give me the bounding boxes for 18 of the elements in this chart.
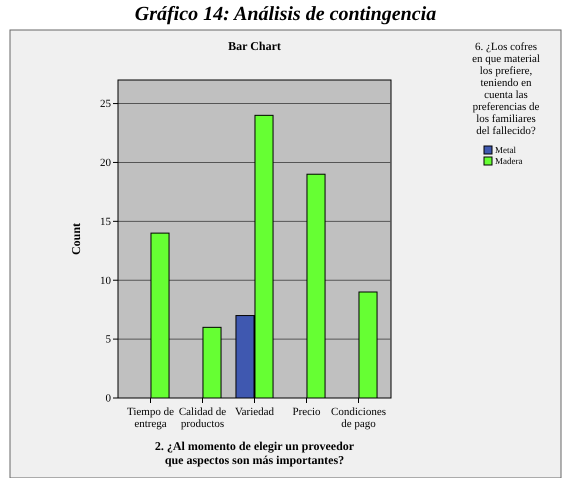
x-tick-label: Calidad de productos	[178, 406, 226, 430]
y-tick-label: 5	[106, 334, 112, 346]
y-tick-label: 10	[100, 274, 112, 287]
x-tick-label: Variedad	[234, 406, 275, 418]
y-axis-title: Count	[69, 222, 83, 256]
x-axis-title: 2. ¿Al momento de elegir un proveedor que aspectos son más importantes?	[154, 439, 355, 467]
y-tick-label: 20	[100, 156, 112, 169]
x-tick-label: Tiempo de entrega	[127, 406, 174, 430]
chart-title: Gráfico 14: Análisis de contingencia	[134, 3, 436, 25]
legend-label: Metal	[495, 145, 516, 155]
x-tick-label: Precio	[292, 406, 322, 418]
legend-title: 6. ¿Los cofres en que material los prefiere, teniendo en cuenta las preferencias de los familiares del fallecido?	[472, 41, 540, 137]
legend-label: Madera	[495, 156, 522, 166]
y-tick-label: 0	[106, 392, 112, 405]
chart-subtitle: Bar Chart	[228, 39, 281, 53]
y-tick-label: 25	[100, 98, 112, 110]
y-tick-label: 15	[100, 216, 112, 228]
x-tick-label: Condiciones de pago	[331, 406, 386, 430]
